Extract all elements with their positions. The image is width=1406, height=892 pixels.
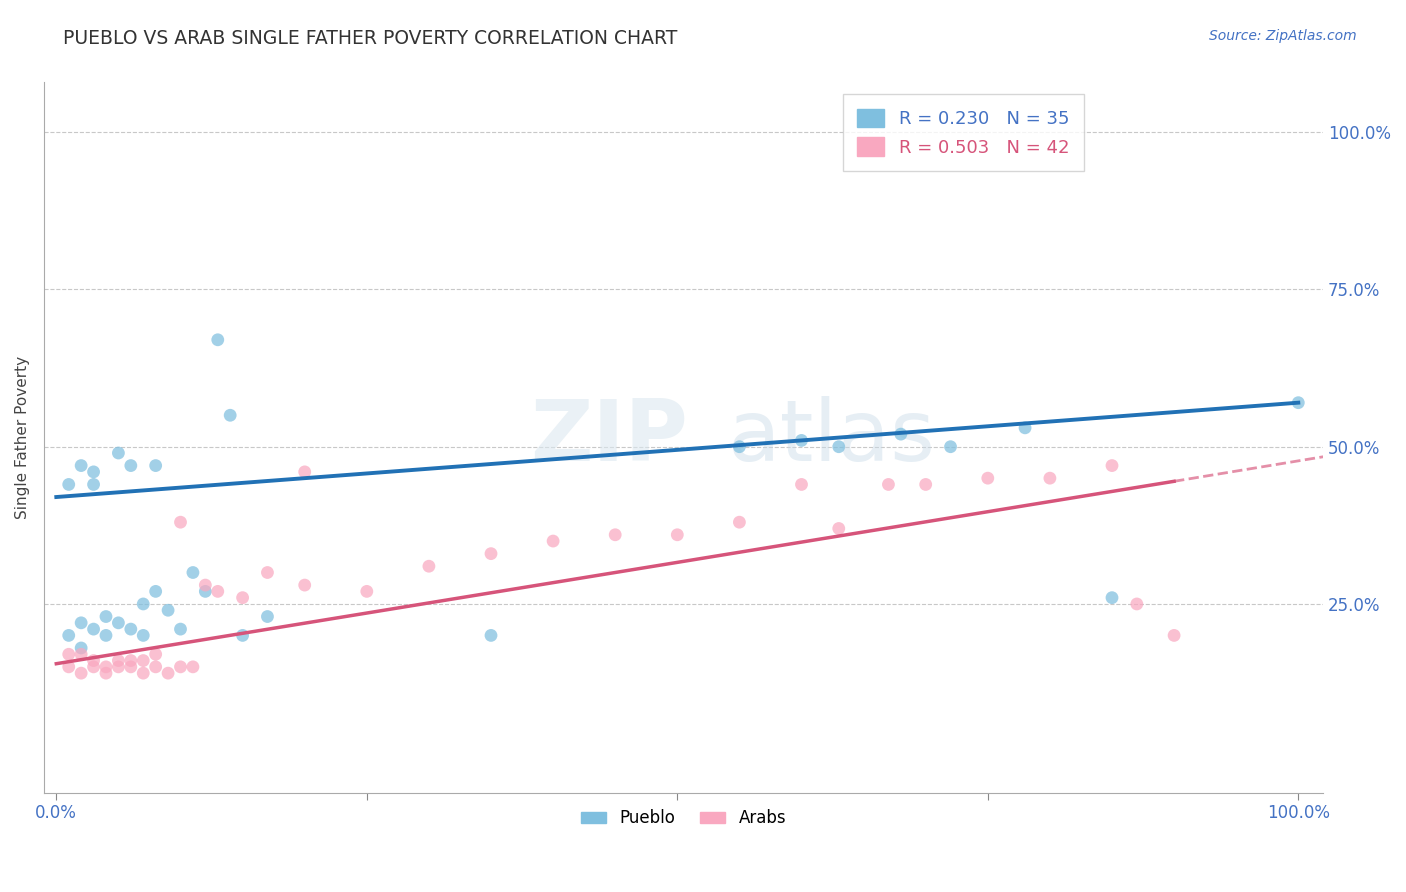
Point — [1126, 597, 1149, 611]
Point — [666, 528, 689, 542]
Point — [120, 458, 142, 473]
Point — [728, 515, 751, 529]
Point — [145, 584, 167, 599]
Point — [83, 660, 105, 674]
Point — [232, 591, 254, 605]
Point — [877, 477, 900, 491]
Text: Source: ZipAtlas.com: Source: ZipAtlas.com — [1209, 29, 1357, 44]
Point — [181, 566, 204, 580]
Point — [1039, 471, 1062, 485]
Point — [145, 660, 167, 674]
Point — [939, 440, 962, 454]
Point — [828, 440, 851, 454]
Point — [107, 654, 129, 668]
Point — [70, 640, 93, 655]
Legend: Pueblo, Arabs: Pueblo, Arabs — [574, 803, 793, 834]
Point — [70, 458, 93, 473]
Point — [107, 660, 129, 674]
Point — [58, 628, 80, 642]
Point — [94, 609, 117, 624]
Point — [479, 547, 502, 561]
Point — [914, 477, 936, 491]
Point — [107, 446, 129, 460]
Point — [169, 515, 191, 529]
Point — [541, 534, 564, 549]
Text: PUEBLO VS ARAB SINGLE FATHER POVERTY CORRELATION CHART: PUEBLO VS ARAB SINGLE FATHER POVERTY COR… — [63, 29, 678, 48]
Point — [70, 666, 93, 681]
Point — [890, 427, 912, 442]
Point — [294, 465, 316, 479]
Point — [181, 660, 204, 674]
Point — [83, 477, 105, 491]
Point — [94, 660, 117, 674]
Point — [94, 666, 117, 681]
Point — [132, 597, 155, 611]
Point — [157, 666, 180, 681]
Point — [1101, 458, 1123, 473]
Point — [790, 477, 813, 491]
Point — [132, 666, 155, 681]
Point — [194, 584, 217, 599]
Point — [977, 471, 1000, 485]
Point — [219, 409, 242, 423]
Point — [790, 434, 813, 448]
Point — [120, 654, 142, 668]
Point — [169, 660, 191, 674]
Point — [58, 660, 80, 674]
Point — [418, 559, 440, 574]
Point — [58, 477, 80, 491]
Point — [132, 654, 155, 668]
Text: atlas: atlas — [728, 396, 936, 479]
Point — [1014, 421, 1036, 435]
Point — [194, 578, 217, 592]
Point — [256, 566, 278, 580]
Point — [145, 647, 167, 661]
Point — [294, 578, 316, 592]
Point — [356, 584, 378, 599]
Point — [83, 622, 105, 636]
Point — [728, 440, 751, 454]
Point — [1163, 628, 1185, 642]
Y-axis label: Single Father Poverty: Single Father Poverty — [15, 356, 30, 519]
Point — [1286, 395, 1309, 409]
Point — [256, 609, 278, 624]
Point — [94, 628, 117, 642]
Point — [120, 660, 142, 674]
Point — [479, 628, 502, 642]
Point — [120, 622, 142, 636]
Point — [70, 647, 93, 661]
Point — [207, 333, 229, 347]
Point — [145, 458, 167, 473]
Point — [83, 654, 105, 668]
Point — [169, 622, 191, 636]
Point — [1101, 591, 1123, 605]
Point — [232, 628, 254, 642]
Point — [70, 615, 93, 630]
Text: ZIP: ZIP — [530, 396, 688, 479]
Point — [132, 628, 155, 642]
Point — [58, 647, 80, 661]
Point — [83, 465, 105, 479]
Point — [207, 584, 229, 599]
Point — [605, 528, 627, 542]
Point — [107, 615, 129, 630]
Point — [828, 521, 851, 535]
Point — [157, 603, 180, 617]
